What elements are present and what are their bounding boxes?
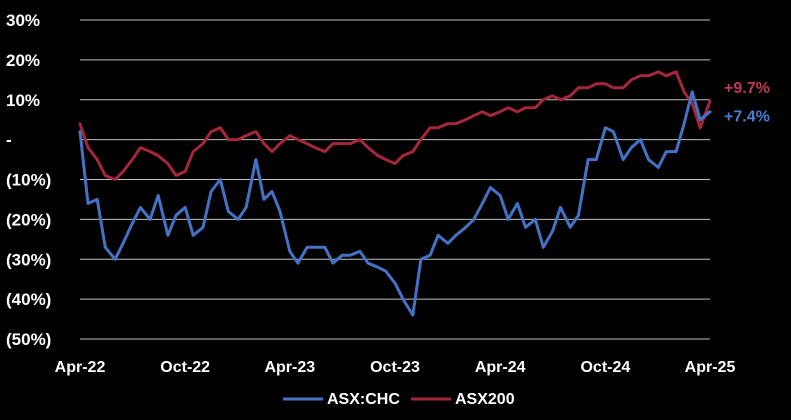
legend-label: ASX:CHC: [327, 391, 400, 408]
x-tick-label: Apr-24: [475, 359, 526, 376]
y-tick-label: (40%): [6, 290, 51, 309]
series-line-asx200: [78, 70, 712, 181]
x-tick-label: Apr-25: [685, 359, 736, 376]
y-axis-ticks: 30% 20% 10% - (10%) (20%) (30%) (40%) (50%): [6, 11, 51, 349]
legend: ASX:CHC ASX200: [283, 391, 515, 408]
y-tick-label: (10%): [6, 171, 51, 190]
x-axis-ticks: Apr-22 Oct-22 Apr-23 Oct-23 Apr-24 Oct-24 Apr-…: [55, 359, 736, 376]
x-tick-label: Oct-24: [580, 359, 630, 376]
y-tick-label: 20%: [6, 51, 40, 70]
y-tick-label: (30%): [6, 250, 51, 269]
end-labels: +9.7% +7.4%: [724, 80, 770, 126]
x-tick-label: Apr-23: [264, 359, 315, 376]
legend-label: ASX200: [455, 391, 515, 408]
y-tick-label: -: [6, 131, 12, 150]
gridlines: [80, 19, 710, 340]
end-label-asx200: +9.7%: [724, 80, 770, 97]
y-tick-label: (20%): [6, 210, 51, 229]
y-tick-label: (50%): [6, 330, 51, 349]
x-tick-label: Oct-23: [370, 359, 420, 376]
y-tick-label: 30%: [6, 11, 40, 30]
y-tick-label: 10%: [6, 91, 40, 110]
x-tick-label: Apr-22: [55, 359, 106, 376]
series-lines: [78, 70, 712, 317]
x-tick-label: Oct-22: [160, 359, 210, 376]
end-label-asx-chc: +7.4%: [724, 109, 770, 126]
series-line-asx-chc: [78, 90, 712, 317]
